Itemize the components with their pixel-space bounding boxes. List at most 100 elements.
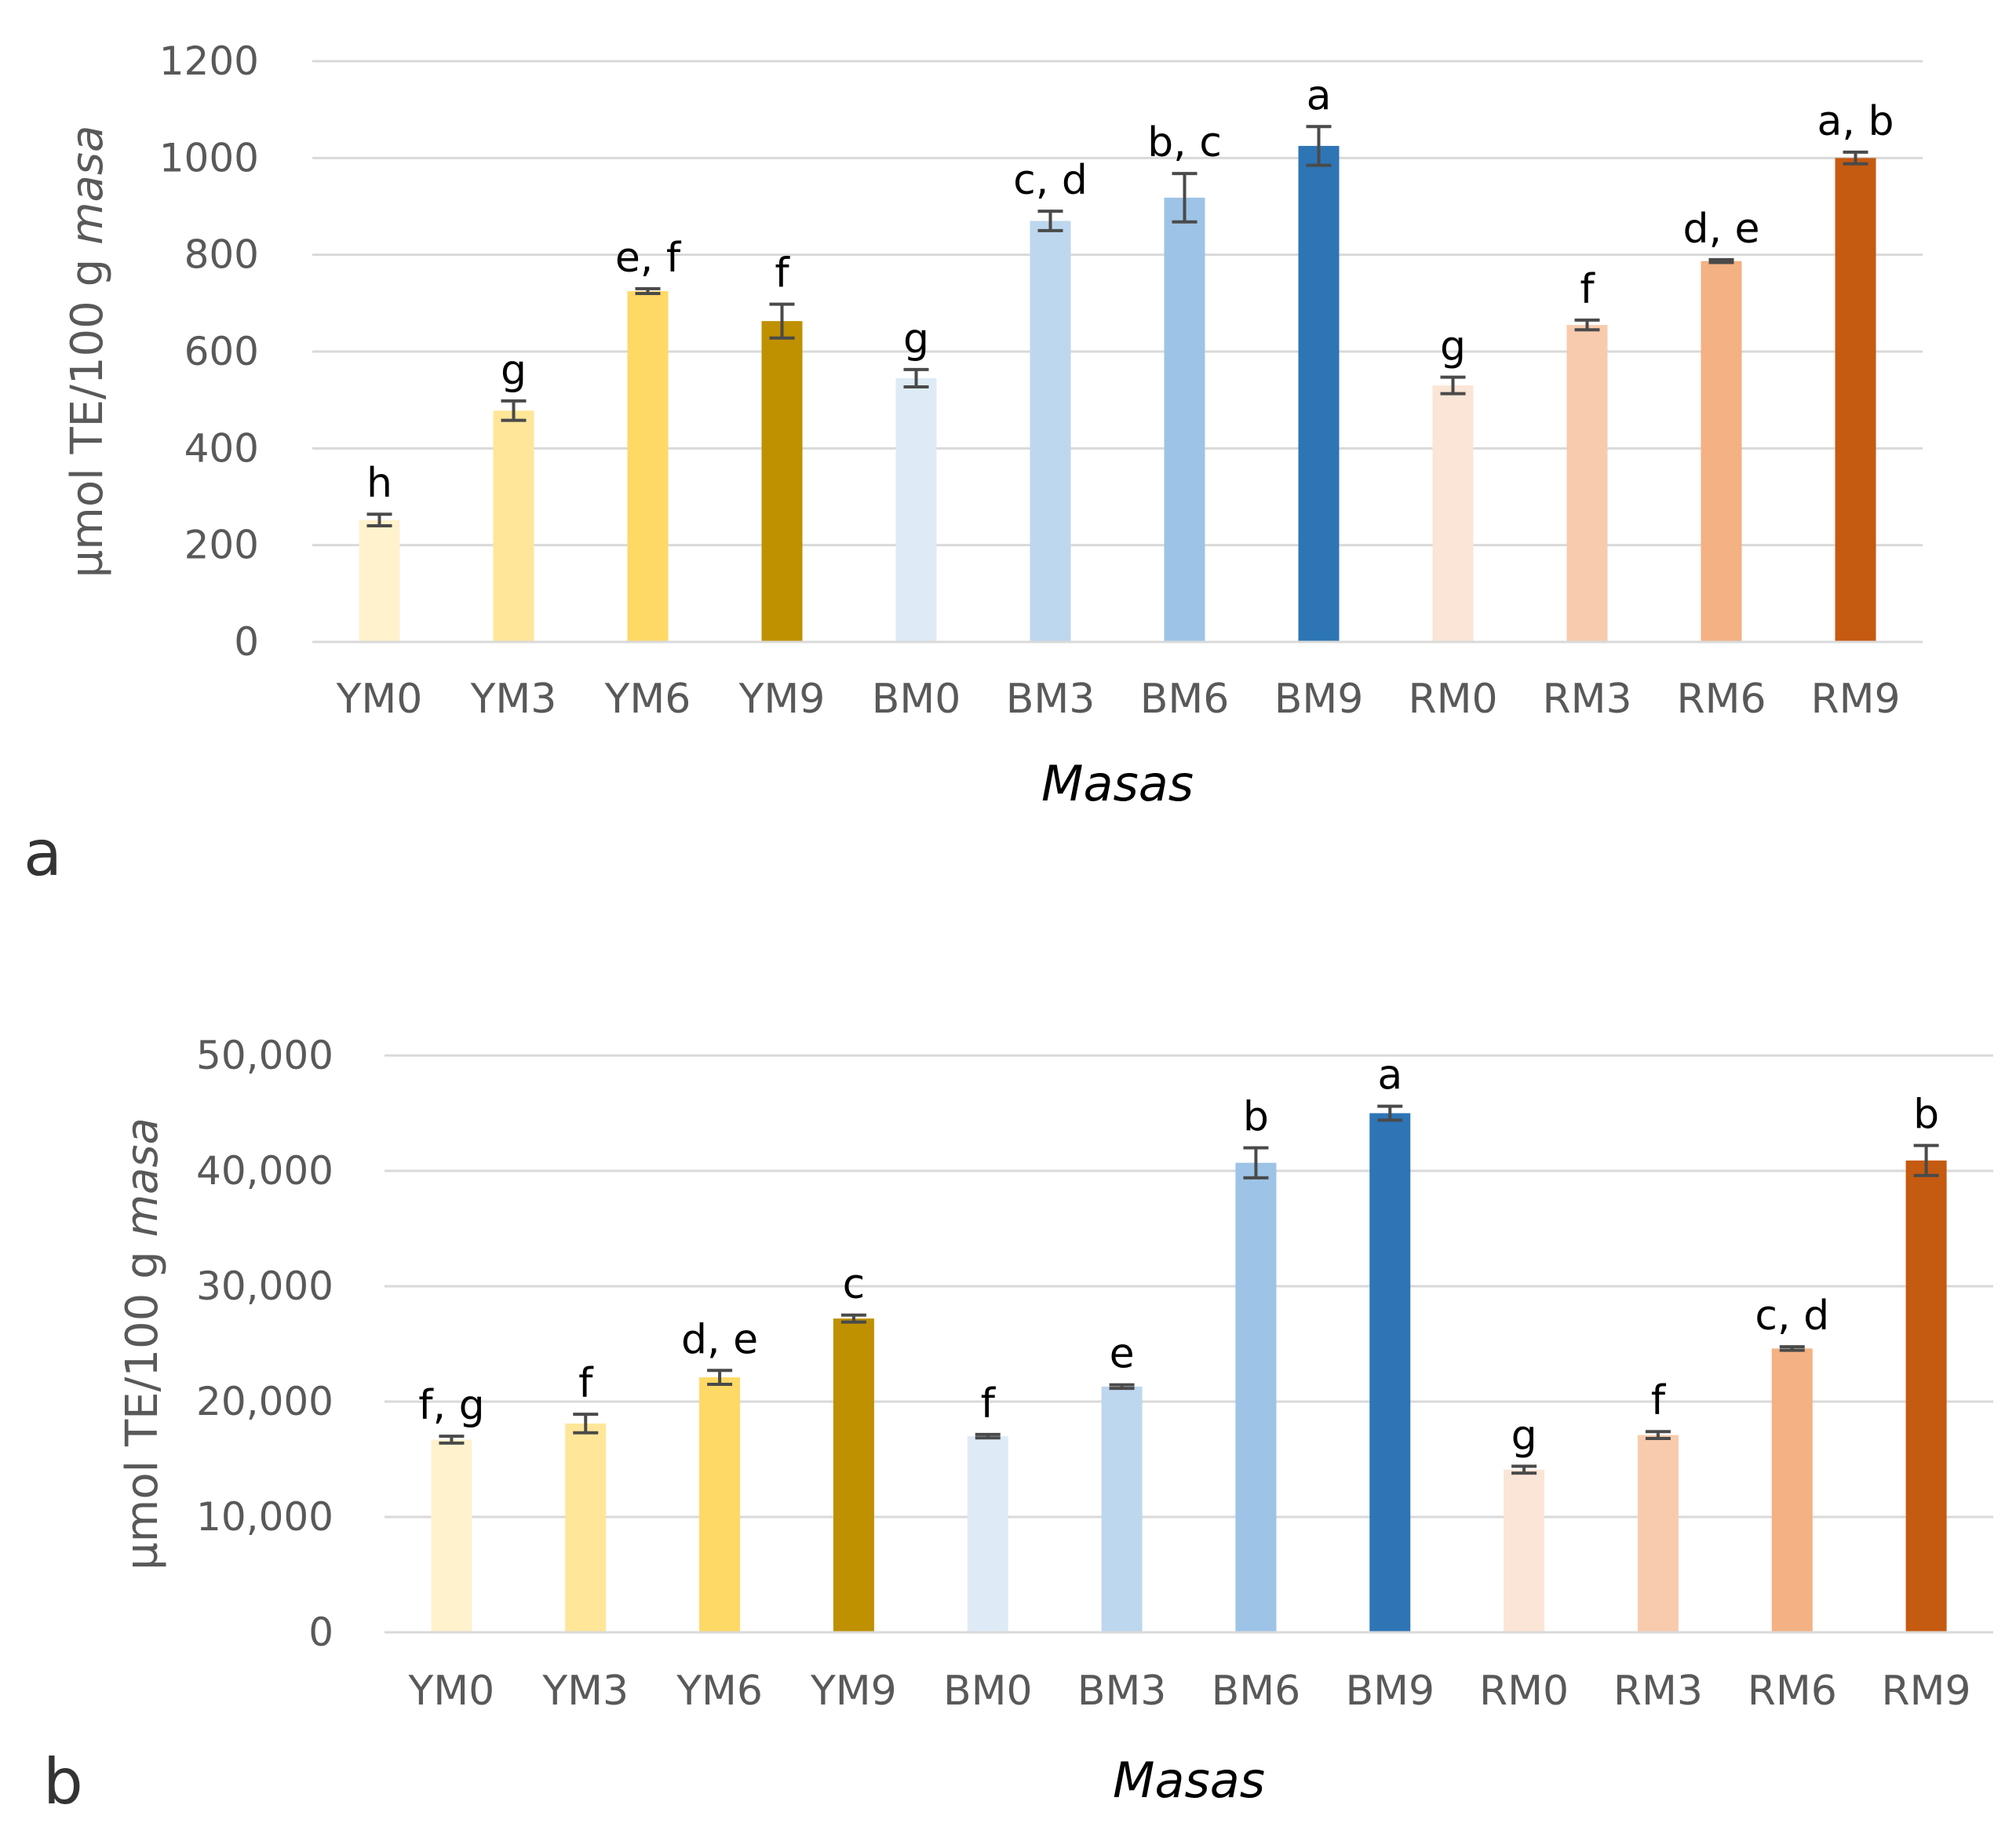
significance-label: g — [903, 315, 929, 363]
y-axis-title: µmol TE/100 g masa — [117, 1118, 168, 1570]
bar-bm3 — [1101, 1386, 1143, 1632]
y-axis-title-italic: masa — [62, 126, 113, 245]
x-tick-label: BM0 — [943, 1668, 1033, 1715]
bar-ym0 — [431, 1439, 472, 1632]
bar-bm6 — [1235, 1162, 1277, 1632]
x-tick-label: BM9 — [1274, 676, 1364, 723]
bar-ym9 — [833, 1318, 874, 1632]
bar-ym3 — [565, 1423, 607, 1632]
y-tick-label: 600 — [184, 329, 259, 374]
error-bar — [1440, 375, 1466, 396]
bar-bm0 — [967, 1436, 1008, 1632]
bar-bm9 — [1369, 1113, 1411, 1632]
x-tick-label: RM0 — [1479, 1668, 1569, 1715]
x-tick-label: BM6 — [1140, 676, 1230, 723]
x-axis-title: Masas — [1113, 1752, 1265, 1809]
y-tick-label: 0 — [308, 1610, 334, 1655]
chart-panel-b: 0 10,000 20,000 30,000 40,000 50,000 f, g YM0 f Y… — [43, 1033, 1993, 1818]
significance-label: b, c — [1147, 119, 1222, 166]
chart-panel-a: 0 200 400 600 800 1000 1200 h YM0 g YM3 e, f YM6 f YM9… — [24, 38, 1923, 890]
y-axis-title-main: µmol TE/100 g — [117, 1238, 168, 1570]
error-bar — [1779, 1345, 1805, 1352]
error-bar — [439, 1435, 465, 1445]
x-tick-label: YM0 — [336, 676, 423, 723]
error-bar — [635, 286, 661, 295]
x-tick-label: YM3 — [470, 676, 557, 723]
x-tick-label: BM9 — [1345, 1668, 1435, 1715]
bar-bm9 — [1298, 145, 1340, 642]
bar-rm9 — [1835, 158, 1876, 643]
y-axis-title: µmol TE/100 g masa — [62, 126, 113, 578]
x-tick-label: BM3 — [1077, 1668, 1167, 1715]
bar-rm0 — [1432, 385, 1474, 642]
bar-ym3 — [493, 410, 534, 642]
panel-label: a — [24, 817, 62, 890]
significance-label: h — [366, 460, 392, 507]
y-tick-label: 10,000 — [196, 1494, 334, 1540]
x-tick-label: RM9 — [1882, 1668, 1971, 1715]
significance-label: e — [1110, 1331, 1135, 1378]
significance-label: f — [1580, 266, 1595, 313]
bar-ym0 — [359, 520, 400, 642]
significance-label: b — [1243, 1094, 1269, 1141]
x-tick-label: YM6 — [604, 676, 691, 723]
error-bar — [903, 367, 929, 389]
x-tick-label: YM6 — [676, 1668, 763, 1715]
y-tick-label: 400 — [184, 425, 259, 471]
y-tick-label: 20,000 — [196, 1379, 334, 1424]
y-axis-title-main: µmol TE/100 g — [62, 245, 113, 578]
panel-label: b — [43, 1745, 83, 1818]
bar-rm3 — [1566, 325, 1608, 642]
x-tick-label: YM9 — [738, 676, 826, 723]
significance-label: b — [1913, 1092, 1939, 1139]
bar-rm6 — [1771, 1348, 1813, 1632]
significance-label: g — [501, 347, 527, 394]
significance-label: a — [1377, 1052, 1402, 1099]
x-tick-label: RM3 — [1542, 676, 1631, 723]
significance-label: d, e — [681, 1316, 758, 1363]
x-tick-label: RM6 — [1748, 1668, 1837, 1715]
significance-label: g — [1511, 1412, 1537, 1459]
y-tick-label: 800 — [184, 232, 259, 278]
significance-label: a, b — [1817, 98, 1894, 145]
bar-ym9 — [761, 321, 803, 642]
error-bar — [707, 1369, 733, 1386]
significance-label: f — [578, 1360, 594, 1407]
x-tick-label: YM3 — [541, 1668, 629, 1715]
x-tick-label: RM3 — [1613, 1668, 1703, 1715]
significance-label: f — [981, 1380, 997, 1427]
bar-rm3 — [1637, 1435, 1679, 1632]
bar-rm9 — [1905, 1160, 1947, 1632]
y-tick-label: 0 — [234, 619, 259, 665]
error-bar — [1037, 210, 1063, 232]
x-tick-label: BM6 — [1212, 1668, 1301, 1715]
x-tick-label: RM9 — [1810, 676, 1900, 723]
error-bar — [1843, 150, 1868, 166]
significance-label: f, g — [418, 1382, 484, 1429]
significance-label: a — [1307, 72, 1332, 119]
bar-rm6 — [1701, 261, 1742, 642]
y-axis-title-italic: masa — [117, 1118, 168, 1237]
error-bar — [1306, 125, 1332, 167]
bar-bm0 — [895, 377, 937, 642]
significance-label: c — [843, 1261, 866, 1308]
significance-label: f — [1651, 1377, 1667, 1424]
y-tick-label: 30,000 — [196, 1263, 334, 1309]
significance-label: f — [775, 250, 790, 297]
y-tick-label: 1000 — [159, 135, 259, 180]
x-tick-label: BM3 — [1006, 676, 1095, 723]
significance-label: d, e — [1682, 206, 1759, 253]
error-bar — [769, 302, 795, 340]
error-bar — [1172, 172, 1198, 224]
x-tick-label: YM0 — [408, 1668, 495, 1715]
error-bar — [366, 512, 392, 527]
x-tick-label: RM0 — [1408, 676, 1497, 723]
error-bar — [1913, 1143, 1939, 1177]
y-tick-label: 40,000 — [196, 1148, 334, 1194]
y-tick-label: 1200 — [159, 38, 259, 84]
bar-rm0 — [1504, 1469, 1545, 1632]
error-bar — [975, 1432, 1001, 1440]
error-bar — [501, 399, 527, 422]
significance-label: g — [1440, 323, 1466, 370]
